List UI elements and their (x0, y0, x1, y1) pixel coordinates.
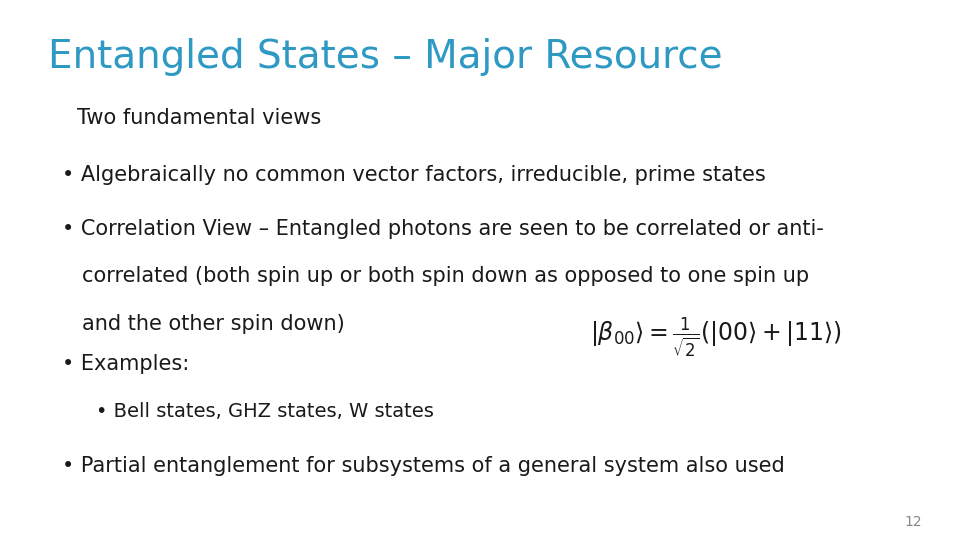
Text: • Bell states, GHZ states, W states: • Bell states, GHZ states, W states (96, 402, 434, 421)
Text: Entangled States – Major Resource: Entangled States – Major Resource (48, 38, 723, 76)
Text: and the other spin down): and the other spin down) (82, 314, 345, 334)
Text: Two fundamental views: Two fundamental views (77, 108, 321, 128)
Text: $|\beta_{00}\rangle = \frac{1}{\sqrt{2}}(|00\rangle + |11\rangle)$: $|\beta_{00}\rangle = \frac{1}{\sqrt{2}}… (590, 316, 843, 359)
Text: 12: 12 (904, 515, 922, 529)
Text: correlated (both spin up or both spin down as opposed to one spin up: correlated (both spin up or both spin do… (82, 266, 808, 286)
Text: • Correlation View – Entangled photons are seen to be correlated or anti-: • Correlation View – Entangled photons a… (62, 219, 825, 239)
Text: • Partial entanglement for subsystems of a general system also used: • Partial entanglement for subsystems of… (62, 456, 785, 476)
Text: • Examples:: • Examples: (62, 354, 190, 374)
Text: • Algebraically no common vector factors, irreducible, prime states: • Algebraically no common vector factors… (62, 165, 766, 185)
